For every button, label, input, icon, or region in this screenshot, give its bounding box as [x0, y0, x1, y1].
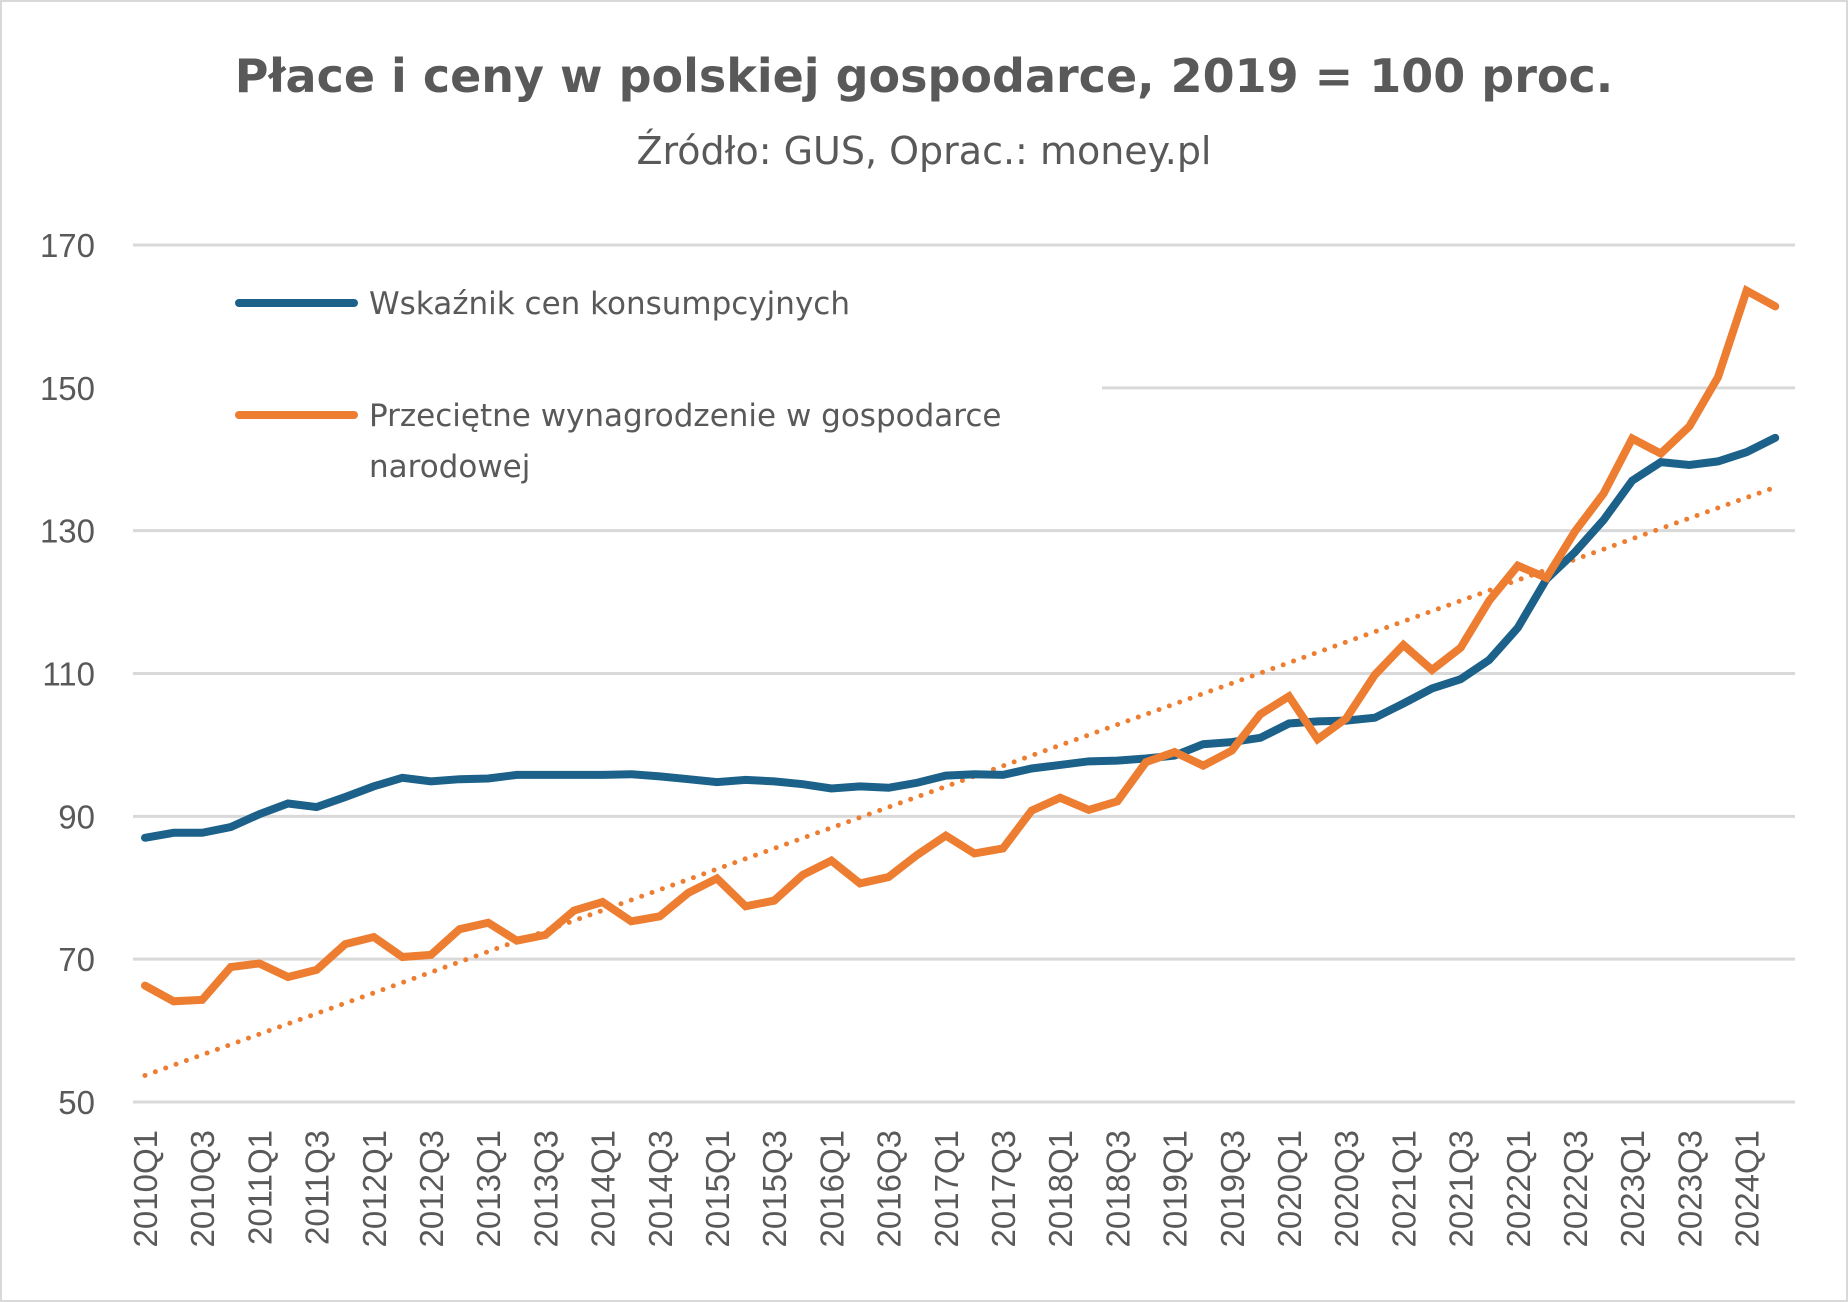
- x-tick-label: 2012Q1: [356, 1130, 393, 1247]
- y-tick-label: 50: [58, 1084, 95, 1121]
- x-tick-label: 2018Q1: [1042, 1130, 1079, 1247]
- y-tick-label: 130: [40, 513, 95, 550]
- y-tick-label: 110: [42, 656, 95, 693]
- x-tick-label: 2020Q3: [1328, 1130, 1365, 1247]
- x-tick-label: 2014Q1: [585, 1130, 622, 1247]
- x-tick-label: 2019Q3: [1214, 1130, 1251, 1247]
- y-tick-label: 170: [40, 227, 95, 264]
- x-tick-label: 2011Q1: [241, 1130, 278, 1245]
- y-tick-label: 70: [58, 941, 95, 978]
- x-tick-label: 2010Q3: [184, 1130, 221, 1247]
- x-tick-label: 2012Q3: [413, 1130, 450, 1247]
- x-tick-label: 2015Q1: [699, 1130, 736, 1247]
- x-tick-label: 2017Q3: [985, 1130, 1022, 1247]
- legend-label-cpi: Wskaźnik cen konsumpcyjnych: [369, 286, 850, 322]
- wages-series-line: [141, 284, 1780, 1006]
- x-tick-label: 2011Q3: [299, 1130, 336, 1245]
- legend: Wskaźnik cen konsumpcyjnych Przeciętne w…: [235, 286, 1001, 485]
- gridlines: [133, 243, 1795, 1104]
- x-tick-label: 2013Q3: [527, 1130, 564, 1247]
- cpi-series-line: [141, 433, 1780, 842]
- x-tick-label: 2018Q3: [1099, 1130, 1136, 1247]
- x-tick-label: 2021Q1: [1385, 1130, 1422, 1247]
- x-axis-ticks: 2010Q1 2010Q3 2011Q1 2011Q3 2012Q1 2012Q3 2013…: [127, 1130, 1766, 1247]
- x-tick-label: 2021Q3: [1443, 1130, 1480, 1247]
- x-tick-label: 2014Q3: [642, 1130, 679, 1247]
- x-tick-label: 2023Q1: [1614, 1130, 1651, 1247]
- x-tick-label: 2016Q1: [813, 1130, 850, 1247]
- x-tick-label: 2019Q1: [1157, 1130, 1194, 1247]
- x-tick-label: 2015Q3: [756, 1130, 793, 1247]
- x-tick-label: 2023Q3: [1671, 1130, 1708, 1247]
- x-tick-label: 2024Q1: [1729, 1130, 1766, 1247]
- wages-trendline: [142, 484, 1778, 1078]
- x-tick-label: 2022Q1: [1500, 1130, 1537, 1247]
- x-tick-label: 2020Q1: [1271, 1130, 1308, 1247]
- x-tick-label: 2010Q1: [127, 1130, 164, 1247]
- chart-title: Płace i ceny w polskiej gospodarce, 2019…: [235, 49, 1613, 103]
- x-tick-label: 2017Q1: [928, 1130, 965, 1247]
- x-tick-label: 2016Q3: [871, 1130, 908, 1247]
- y-axis-ticks: 50 70 90 110 130 150 170: [40, 227, 95, 1121]
- y-tick-label: 90: [58, 798, 95, 835]
- legend-label-wages-line2: narodowej: [369, 449, 530, 485]
- x-tick-label: 2013Q1: [470, 1130, 507, 1247]
- chart-subtitle: Źródło: GUS, Oprac.: money.pl: [636, 129, 1211, 173]
- series-lines: [141, 284, 1780, 1078]
- x-tick-label: 2022Q3: [1557, 1130, 1594, 1247]
- legend-label-wages-line1: Przeciętne wynagrodzenie w gospodarce: [369, 398, 1001, 434]
- y-tick-label: 150: [40, 370, 95, 407]
